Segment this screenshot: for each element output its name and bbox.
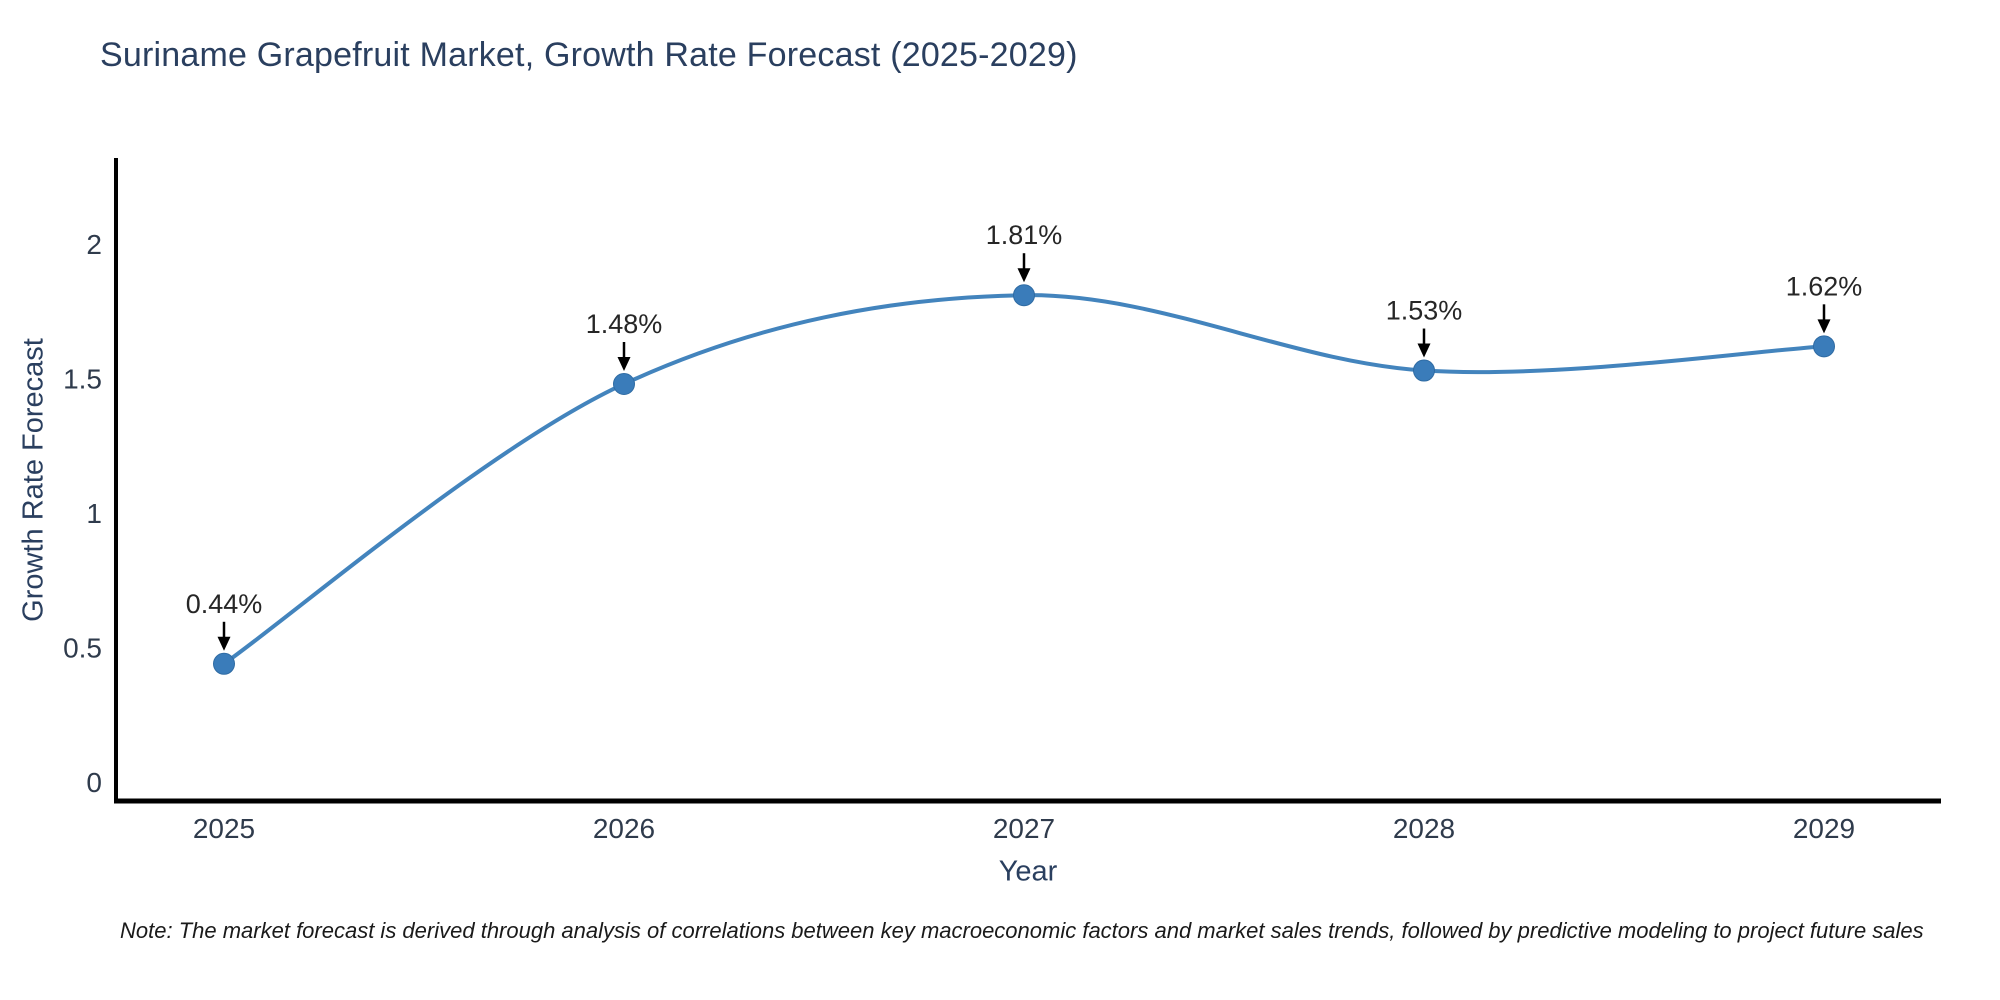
chart-title: Suriname Grapefruit Market, Growth Rate … — [100, 36, 1078, 74]
data-point-2026 — [613, 372, 635, 395]
data-point-2027 — [1013, 284, 1035, 307]
data-point-2025 — [213, 652, 235, 675]
footnote: Note: The market forecast is derived thr… — [120, 918, 1924, 943]
point-value-label: 1.81% — [986, 220, 1063, 250]
x-tick-label: 2028 — [1393, 813, 1455, 844]
annotation-arrow-head — [217, 636, 231, 651]
y-tick-label: 2 — [86, 229, 102, 260]
x-tick-label: 2026 — [593, 813, 655, 844]
x-tick-label: 2025 — [193, 813, 255, 844]
point-value-label: 0.44% — [186, 589, 263, 619]
point-value-label: 1.62% — [1786, 271, 1863, 301]
x-tick-label: 2027 — [993, 813, 1055, 844]
y-tick-label: 1.5 — [63, 364, 102, 395]
y-tick-label: 0.5 — [63, 633, 102, 664]
data-point-2029 — [1813, 335, 1835, 358]
x-tick-label: 2029 — [1793, 813, 1855, 844]
annotation-arrow-head — [1817, 319, 1831, 334]
point-value-label: 1.48% — [586, 309, 663, 339]
y-axis-title: Growth Rate Forecast — [17, 338, 50, 622]
forecast-line — [222, 293, 1826, 666]
annotation-arrow-head — [1017, 268, 1031, 283]
data-point-2028 — [1413, 359, 1435, 382]
annotation-arrow-head — [617, 356, 631, 371]
annotation-arrow-head — [1417, 343, 1431, 358]
y-tick-label: 0 — [86, 767, 102, 798]
y-tick-label: 1 — [86, 498, 102, 529]
point-value-label: 1.53% — [1386, 296, 1463, 326]
x-axis-title: Year — [998, 855, 1058, 888]
